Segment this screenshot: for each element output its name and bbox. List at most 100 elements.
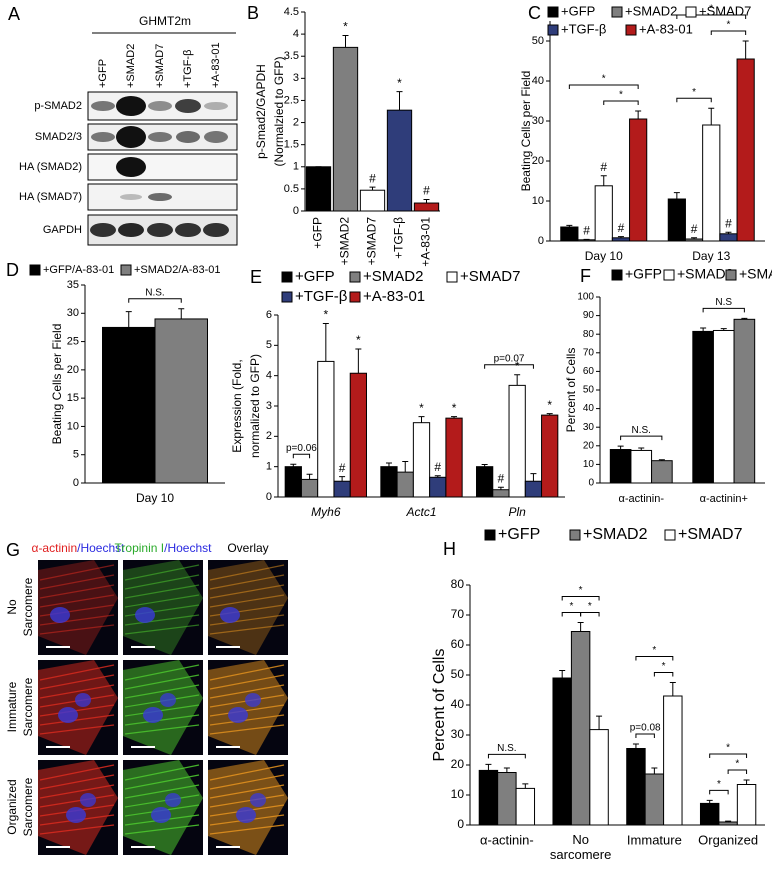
fiber (39, 704, 115, 717)
y-tick-label: 40 (451, 697, 465, 711)
fiber (124, 664, 200, 681)
lane-label: +SMAD2 (125, 44, 137, 88)
bar (380, 466, 398, 498)
error-bar (566, 224, 573, 227)
x-tick-label: α-actinin- (619, 493, 665, 505)
row-label: Sarcomere (21, 777, 35, 836)
fiber (39, 614, 115, 626)
row-label: Organized (5, 779, 19, 834)
significance-bracket (292, 453, 311, 459)
y-tick-label: 0.5 (284, 183, 299, 195)
significance-bracket (561, 612, 582, 617)
error-bar (322, 322, 329, 362)
bar (718, 821, 738, 826)
y-tick-label: 20 (451, 757, 465, 771)
y-tick-label: 100 (577, 292, 594, 303)
legend-swatch (611, 269, 623, 281)
bracket-label: N.S. (497, 743, 516, 754)
bar (541, 414, 559, 498)
row-label: Sarcomere (21, 677, 35, 736)
error-bar (617, 236, 624, 238)
fiber (124, 584, 200, 599)
x-tick-label: Actc1 (405, 505, 436, 519)
column-header: Tropinin I/Hoechst (115, 541, 213, 555)
error-bar (691, 237, 698, 239)
significance-mark: # (691, 222, 698, 236)
y-tick-label: 50 (451, 667, 465, 681)
bar (332, 46, 359, 212)
bar (609, 449, 632, 484)
legend-swatch (663, 269, 675, 281)
y-tick-label: 25 (67, 335, 79, 347)
legend-label: +A-83-01 (363, 288, 425, 305)
micrograph (38, 560, 118, 655)
y-tick-label: 4.5 (284, 6, 299, 18)
legend-label: +SMAD2 (677, 266, 734, 282)
bar (692, 330, 714, 484)
significance-bracket (561, 596, 600, 601)
bar (651, 460, 673, 484)
x-tick-label: Day 10 (585, 249, 623, 263)
bar (396, 471, 414, 498)
bracket-label: p=0.06 (286, 443, 317, 454)
legend-label: +SMAD2 (625, 3, 677, 18)
band (120, 194, 142, 200)
legend-swatch (349, 271, 361, 283)
fiber (39, 784, 115, 799)
bar (589, 729, 609, 826)
blot-strip (87, 91, 238, 121)
error-bar (632, 743, 639, 749)
lane-label: +SMAD7 (154, 44, 166, 88)
y-axis-label: Beating Cells per Field (519, 71, 533, 192)
error-bar (577, 622, 584, 632)
error-bar (708, 107, 715, 125)
bar (644, 773, 665, 826)
y-tick-label: 0 (73, 477, 79, 489)
row-label: No (5, 599, 19, 615)
significance-mark: # (725, 216, 732, 230)
y-tick-label: 10 (532, 195, 544, 207)
significance-mark: * (515, 359, 520, 373)
fiber (209, 614, 285, 626)
bar (476, 466, 494, 498)
significance-bracket (676, 97, 712, 103)
bar (524, 480, 543, 498)
x-tick-label: α-actinin- (480, 832, 534, 847)
fiber (209, 574, 285, 590)
significance-bracket (603, 100, 639, 105)
x-tick-label: +SMAD7 (365, 217, 379, 266)
nucleus (58, 707, 78, 723)
bar (630, 449, 653, 484)
nucleus (50, 607, 70, 623)
bar (492, 489, 510, 498)
bar (317, 360, 335, 498)
bar (702, 124, 721, 242)
bar (712, 329, 735, 484)
error-bar (369, 186, 376, 191)
panel-letter: E (250, 267, 262, 287)
error-bar (742, 40, 749, 59)
fiber (124, 774, 200, 790)
band (116, 157, 146, 177)
y-tick-label: 20 (67, 364, 79, 376)
fiber (39, 724, 115, 735)
band (90, 223, 116, 237)
y-tick-label: 70 (583, 347, 595, 358)
y-axis-label: normalized to GFP) (248, 354, 262, 458)
bracket-label: * (569, 601, 573, 612)
error-bar (497, 486, 504, 490)
significance-bracket (710, 30, 747, 35)
y-tick-label: 50 (532, 35, 544, 47)
panel-letter: A (8, 4, 20, 24)
error-bar (596, 715, 603, 730)
column-header-part: Overlay (227, 541, 268, 555)
fiber (124, 764, 200, 781)
bar (284, 466, 302, 498)
column-header: Overlay (227, 541, 268, 555)
error-bar (481, 464, 488, 467)
fiber (39, 774, 115, 790)
significance-bracket (620, 435, 663, 441)
fiber (39, 714, 115, 726)
band (91, 132, 115, 142)
